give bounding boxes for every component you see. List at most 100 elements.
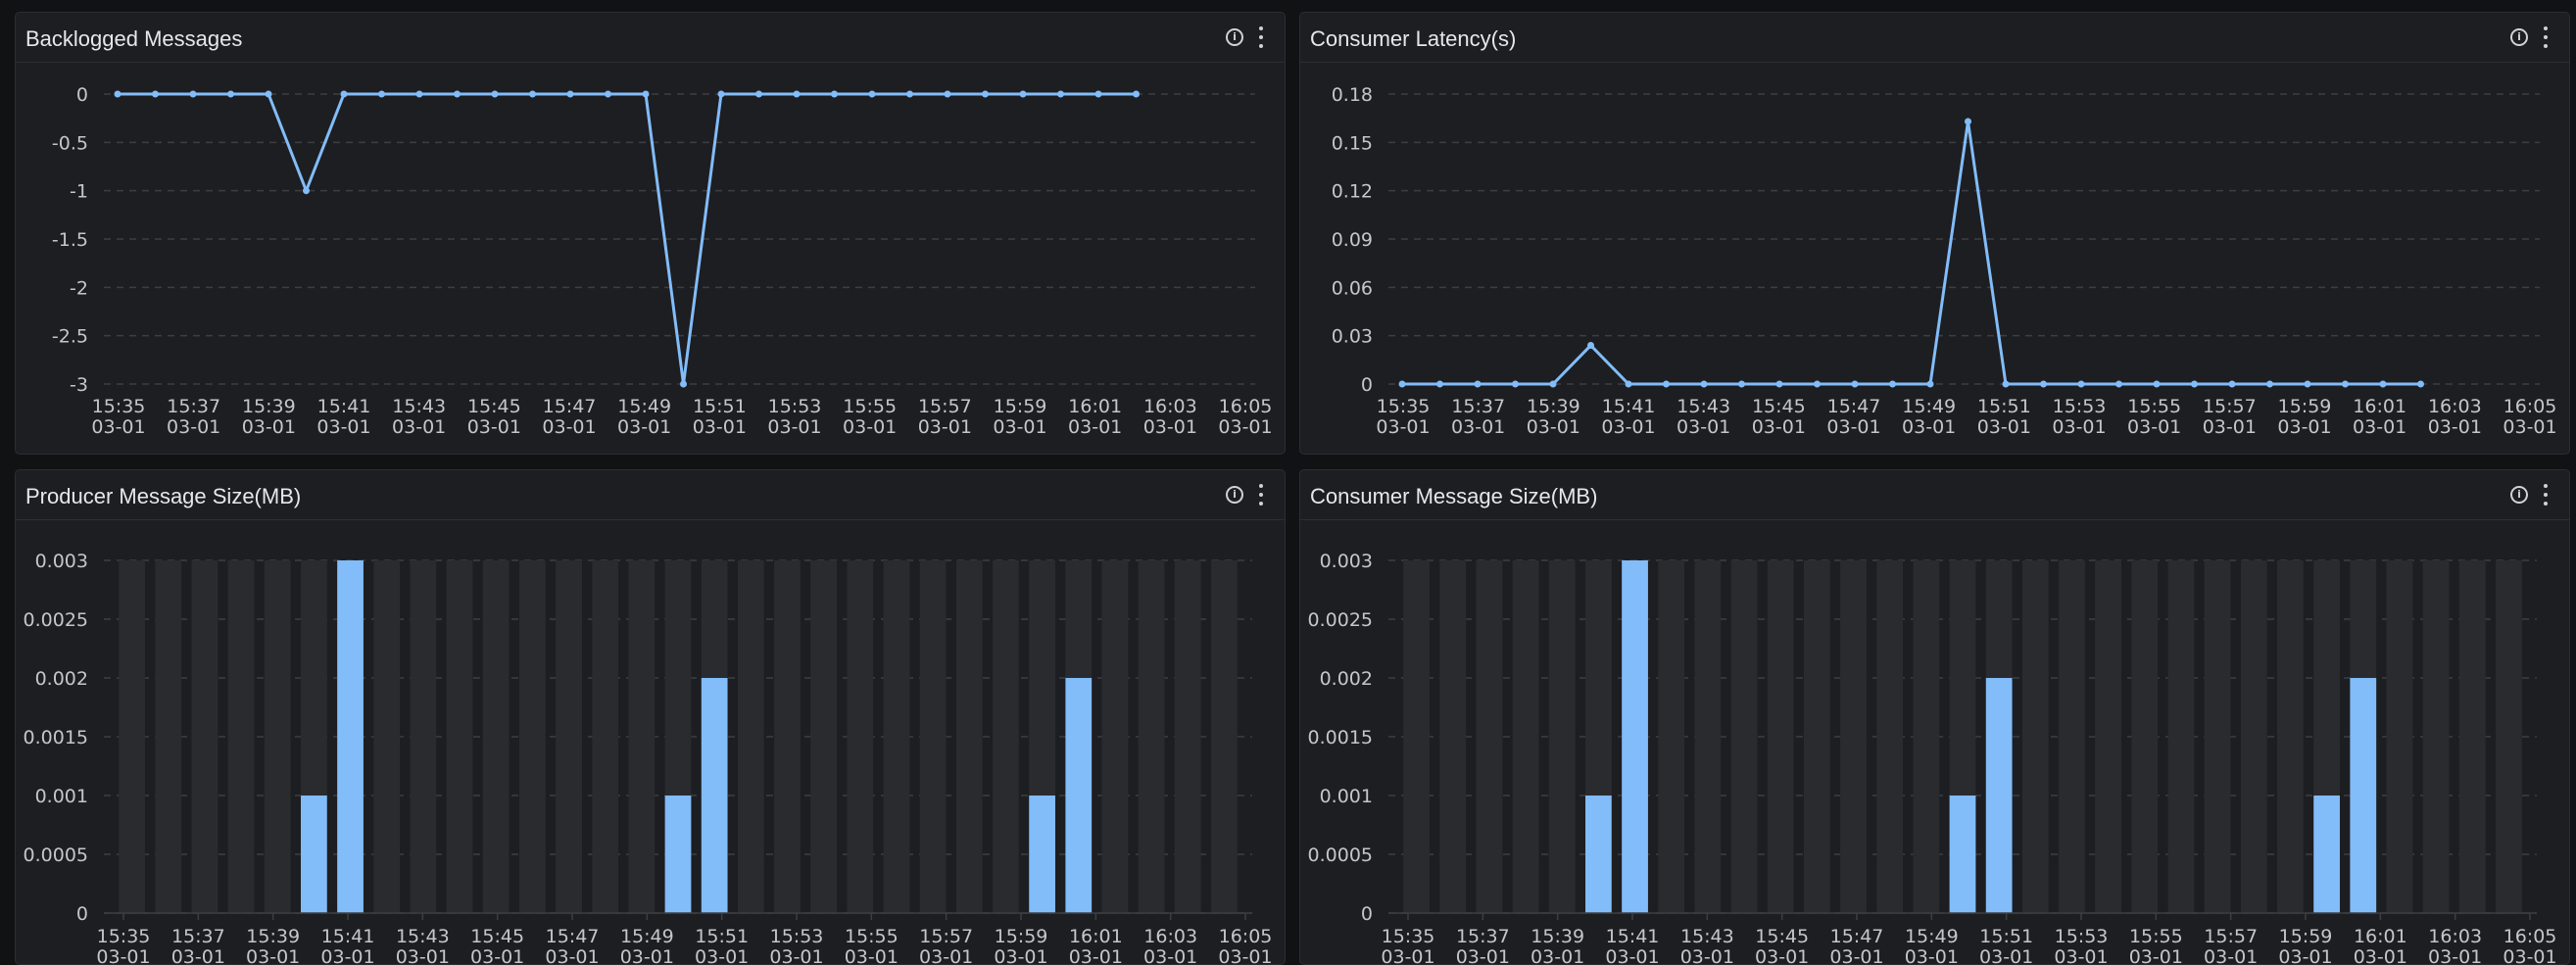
x-tick-label: 15:51 <box>1979 926 2033 947</box>
bar-background <box>1913 560 1940 913</box>
x-tick-date: 03-01 <box>91 416 145 438</box>
data-point <box>378 90 385 98</box>
x-tick-label: 16:01 <box>1068 396 1122 417</box>
x-tick-label: 15:39 <box>1531 926 1584 947</box>
info-icon[interactable]: i <box>1226 28 1243 46</box>
x-tick-date: 03-01 <box>470 946 524 965</box>
x-tick-label: 15:41 <box>321 926 375 947</box>
x-tick-date: 03-01 <box>2503 946 2556 965</box>
bar-background <box>1767 560 1794 913</box>
y-tick-label: 0.003 <box>1320 551 1373 572</box>
bar-background <box>1476 560 1503 913</box>
panel-header: Consumer Message Size(MB) i <box>1300 470 2569 520</box>
data-point <box>303 187 310 195</box>
bar-background <box>191 560 219 913</box>
y-tick-label: 0.09 <box>1332 229 1373 251</box>
data-point <box>1512 380 1519 388</box>
bar-background <box>737 560 764 913</box>
panel-producer-message-size: Producer Message Size(MB) i 0.003 0.0025 0… <box>15 469 1286 965</box>
panel-title: Consumer Latency(s) <box>1310 26 1517 51</box>
data-point <box>2077 380 2085 388</box>
y-tick-label: 0.0005 <box>1308 844 1373 866</box>
x-tick-label: 15:51 <box>693 396 747 417</box>
data-point <box>1700 380 1708 388</box>
bar <box>2350 678 2377 913</box>
x-tick-date: 03-01 <box>1531 946 1584 965</box>
data-point <box>1019 90 1027 98</box>
data-point <box>1587 342 1594 350</box>
data-point <box>265 90 272 98</box>
y-tick-label: 0.03 <box>1332 326 1373 348</box>
x-tick-label: 15:49 <box>617 396 671 417</box>
more-vertical-icon[interactable] <box>1259 26 1263 48</box>
data-point <box>717 90 725 98</box>
info-icon[interactable]: i <box>1226 486 1243 504</box>
x-tick-date: 03-01 <box>2428 416 2482 438</box>
info-icon[interactable]: i <box>2510 28 2528 46</box>
data-point <box>2228 380 2236 388</box>
bar-background <box>810 560 838 913</box>
x-tick-date: 03-01 <box>2353 416 2406 438</box>
x-tick-label: 15:39 <box>1527 396 1580 417</box>
y-tick-label: 0 <box>76 903 88 925</box>
x-tick-date: 03-01 <box>993 416 1046 438</box>
x-tick-label: 15:57 <box>2203 396 2257 417</box>
y-tick-label: 0.0025 <box>1308 609 1373 631</box>
x-tick-label: 15:41 <box>1602 396 1656 417</box>
data-point <box>1625 380 1632 388</box>
x-tick-date: 03-01 <box>2204 946 2258 965</box>
y-tick-label: -2 <box>70 277 88 299</box>
x-tick-label: 16:03 <box>2428 396 2482 417</box>
data-point <box>2153 380 2161 388</box>
x-tick-date: 03-01 <box>845 946 899 965</box>
bar <box>1029 796 1055 913</box>
x-tick-date: 03-01 <box>396 946 450 965</box>
x-tick-label: 15:49 <box>1905 926 1959 947</box>
data-point <box>793 90 801 98</box>
x-tick-label: 16:01 <box>2354 926 2407 947</box>
more-vertical-icon[interactable] <box>2544 26 2548 48</box>
x-tick-label: 15:49 <box>620 926 674 947</box>
data-point <box>944 90 951 98</box>
x-tick-label: 15:39 <box>246 926 300 947</box>
bar <box>664 796 692 913</box>
x-tick-date: 03-01 <box>1829 946 1883 965</box>
x-tick-label: 15:55 <box>843 396 897 417</box>
chart-producer-message-size: 0.0030.00250.0020.00150.0010.0005015:350… <box>24 551 1273 965</box>
data-point <box>2002 380 2010 388</box>
bar-background <box>1840 560 1867 913</box>
x-tick-date: 03-01 <box>843 416 897 438</box>
data-point <box>189 90 197 98</box>
x-tick-date: 03-01 <box>918 416 972 438</box>
x-tick-date: 03-01 <box>2354 946 2407 965</box>
x-tick-date: 03-01 <box>2203 416 2257 438</box>
more-vertical-icon[interactable] <box>1259 484 1263 506</box>
bar-background <box>2386 560 2413 913</box>
data-point <box>831 90 838 98</box>
x-tick-label: 15:51 <box>695 926 749 947</box>
y-tick-label: 0.001 <box>1320 786 1373 807</box>
x-tick-label: 15:53 <box>770 926 824 947</box>
x-tick-label: 15:57 <box>919 926 973 947</box>
x-tick-label: 15:43 <box>1677 396 1730 417</box>
info-icon[interactable]: i <box>2510 486 2528 504</box>
x-tick-date: 03-01 <box>1218 416 1272 438</box>
series-line <box>1402 121 2421 386</box>
bar-background <box>628 560 656 913</box>
y-tick-label: 0 <box>76 84 88 106</box>
bar-background <box>1803 560 1830 913</box>
y-tick-label: 0.003 <box>35 551 88 572</box>
x-tick-date: 03-01 <box>2052 416 2106 438</box>
x-tick-date: 03-01 <box>1605 946 1659 965</box>
bar-background <box>1174 560 1201 913</box>
y-tick-label: -3 <box>70 374 88 396</box>
chart-backlogged-messages: 0-0.5-1-1.5-2-2.5-315:3503-0115:3703-011… <box>52 84 1273 438</box>
data-point <box>2266 380 2273 388</box>
panel-header: Consumer Latency(s) i <box>1300 13 2569 63</box>
bar <box>1585 796 1612 913</box>
y-tick-label: 0.0015 <box>24 727 88 748</box>
x-tick-label: 15:37 <box>167 396 220 417</box>
data-point <box>1094 90 1102 98</box>
y-tick-label: 0.002 <box>1320 668 1373 690</box>
more-vertical-icon[interactable] <box>2544 484 2548 506</box>
